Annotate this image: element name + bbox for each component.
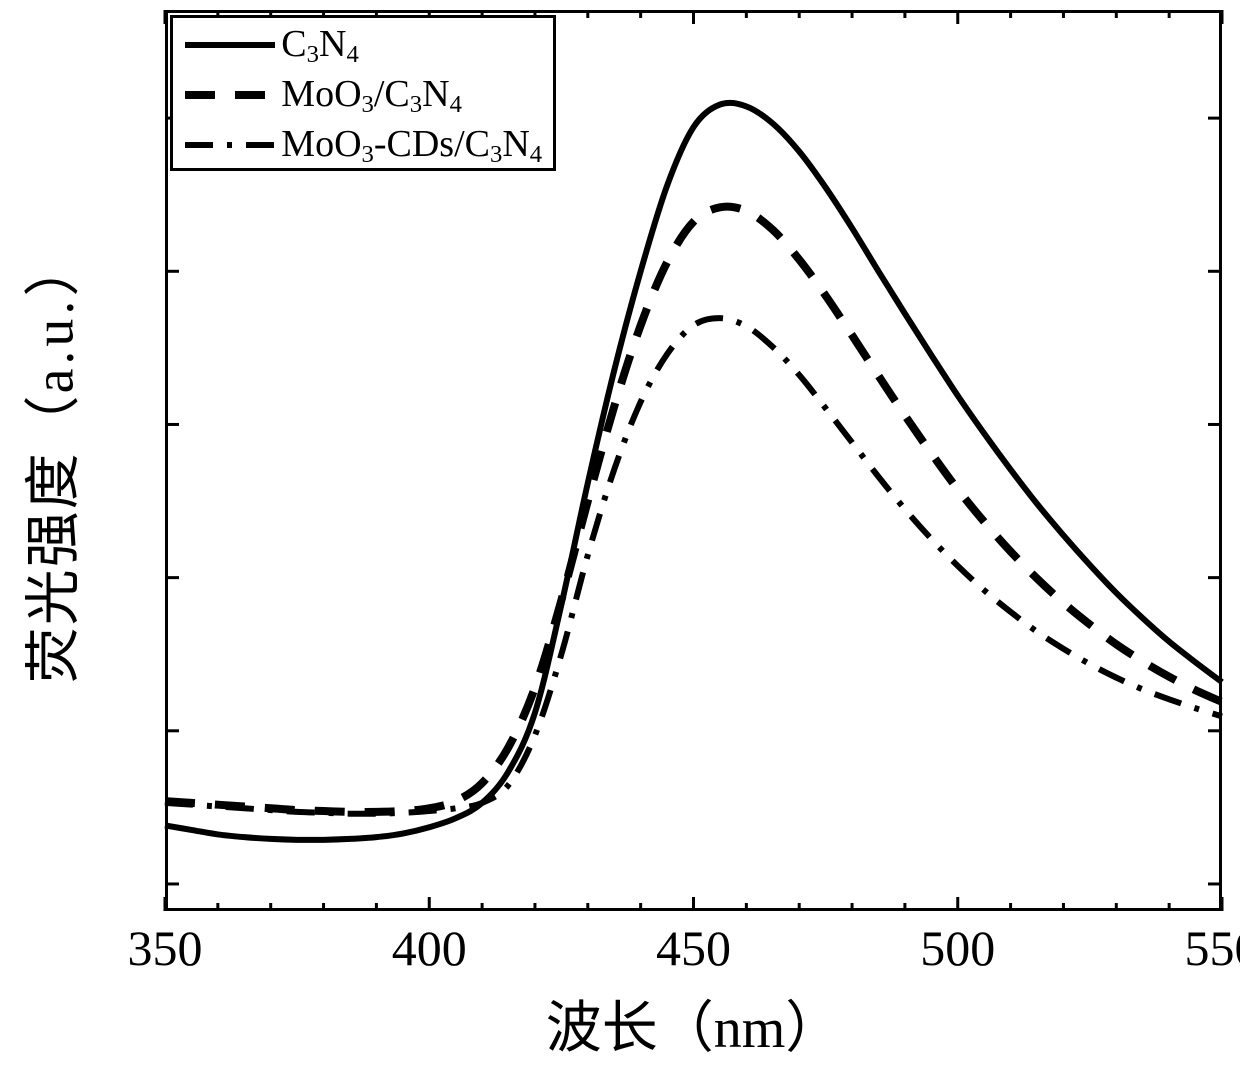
x-tick-label: 400 bbox=[392, 919, 467, 977]
x-axis-title: 波长（nm） bbox=[546, 983, 842, 1064]
legend: C3N4MoO3/C3N4MoO3-CDs/C3N4 bbox=[170, 15, 556, 171]
legend-label: MoO3-CDs/C3N4 bbox=[281, 122, 542, 169]
legend-item: C3N4 bbox=[173, 20, 553, 70]
y-axis-title: 荧光强度（a.u.） bbox=[9, 238, 90, 683]
legend-key-line bbox=[183, 20, 281, 70]
legend-key-line bbox=[183, 120, 281, 170]
legend-item: MoO3-CDs/C3N4 bbox=[173, 120, 553, 170]
legend-item: MoO3/C3N4 bbox=[173, 70, 553, 120]
plot-area: 350400450500550C3N4MoO3/C3N4MoO3-CDs/C3N… bbox=[165, 10, 1222, 911]
x-tick-label: 450 bbox=[656, 919, 731, 977]
figure: 350 400 450 500 550 C3N4MoO3/C3N4MoO3-CDs/C3N… bbox=[0, 0, 1240, 1069]
legend-label: MoO3/C3N4 bbox=[281, 72, 462, 119]
x-tick-label: 550 bbox=[1185, 919, 1240, 977]
x-tick-label: 500 bbox=[920, 919, 995, 977]
x-tick-label: 350 bbox=[128, 919, 203, 977]
legend-key-line bbox=[183, 70, 281, 120]
legend-label: C3N4 bbox=[281, 22, 359, 69]
